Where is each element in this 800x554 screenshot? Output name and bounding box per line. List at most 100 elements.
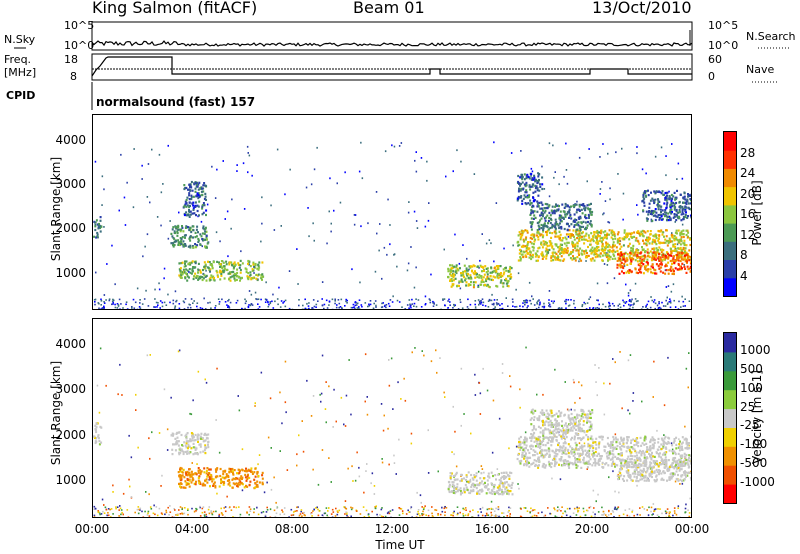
heatmap-cell — [637, 300, 639, 302]
heatmap-cell — [538, 304, 541, 306]
heatmap-cell — [194, 205, 197, 208]
heatmap-cell — [528, 451, 531, 454]
heatmap-cell — [541, 176, 544, 179]
heatmap-cell — [616, 259, 619, 262]
heatmap-cell — [256, 483, 259, 487]
heatmap-cell — [231, 264, 234, 267]
heatmap-cell — [298, 304, 300, 307]
heatmap-cell — [206, 203, 209, 206]
heatmap-cell — [589, 505, 592, 508]
heatmap-cell — [587, 220, 589, 224]
heatmap-cell — [536, 229, 539, 232]
heatmap-cell — [388, 463, 390, 466]
heatmap-cell — [359, 513, 362, 515]
heatmap-cell — [202, 277, 205, 280]
heatmap-cell — [563, 227, 566, 231]
heatmap-cell — [612, 511, 615, 513]
heatmap-cell — [468, 268, 470, 271]
heatmap-cell — [651, 197, 654, 200]
heatmap-cell — [300, 510, 302, 513]
heatmap-cell — [673, 204, 676, 207]
heatmap-cell — [567, 443, 570, 446]
heatmap-cell — [480, 465, 483, 467]
heatmap-cell — [606, 252, 608, 254]
heatmap-cell — [344, 513, 346, 515]
heatmap-cell — [220, 266, 223, 269]
heatmap-cell — [630, 249, 633, 252]
heatmap-cell — [667, 269, 670, 272]
heatmap-cell — [520, 253, 523, 256]
heatmap-cell — [630, 460, 633, 463]
heatmap-cell — [666, 201, 669, 204]
heatmap-cell — [453, 487, 455, 490]
heatmap-cell — [296, 453, 298, 456]
heatmap-cell — [504, 487, 507, 490]
heatmap-cell — [205, 230, 208, 233]
heatmap-cell — [587, 213, 590, 217]
heatmap-cell — [613, 508, 616, 510]
heatmap-cell — [435, 304, 438, 306]
heatmap-cell — [214, 197, 217, 199]
heatmap-cell — [547, 222, 549, 225]
heatmap-cell — [223, 481, 226, 484]
heatmap-cell — [673, 507, 676, 509]
heatmap-cell — [686, 265, 689, 268]
heatmap-cell — [628, 465, 631, 468]
heatmap-cell — [478, 276, 481, 279]
heatmap-cell — [498, 485, 501, 488]
heatmap-cell — [464, 270, 466, 273]
heatmap-cell — [333, 388, 335, 391]
heatmap-cell — [145, 491, 147, 493]
heatmap-cell — [499, 281, 502, 284]
heatmap-cell — [640, 251, 642, 254]
heatmap-cell — [204, 230, 207, 233]
heatmap-cell — [229, 276, 232, 279]
heatmap-cell — [680, 236, 683, 239]
heatmap-cell — [667, 252, 669, 255]
heatmap-cell — [324, 408, 327, 410]
heatmap-cell — [566, 247, 569, 250]
heatmap-cell — [181, 226, 184, 229]
heatmap-cell — [669, 300, 672, 302]
heatmap-cell — [191, 439, 194, 442]
heatmap-cell — [228, 298, 230, 301]
heatmap-cell — [264, 301, 267, 303]
heatmap-cell — [509, 507, 512, 509]
heatmap-cell — [502, 491, 505, 494]
heatmap-cell — [197, 262, 200, 265]
heatmap-cell — [191, 267, 194, 271]
heatmap-cell — [548, 216, 551, 220]
heatmap-cell — [653, 299, 656, 301]
heatmap-cell — [354, 479, 357, 482]
heatmap-cell — [501, 491, 504, 494]
heatmap-cell — [387, 511, 390, 513]
heatmap-cell — [672, 216, 675, 219]
heatmap-cell — [397, 381, 399, 384]
heatmap-cell — [508, 509, 510, 512]
heatmap-cell — [97, 302, 100, 304]
heatmap-cell — [653, 268, 656, 271]
heatmap-cell — [198, 482, 201, 485]
heatmap-cell — [103, 301, 105, 303]
heatmap-cell — [105, 299, 107, 301]
heatmap-cell — [551, 436, 554, 439]
heatmap-cell — [391, 301, 394, 303]
heatmap-cell — [267, 305, 270, 308]
heatmap-cell — [482, 276, 485, 279]
heatmap-cell — [616, 266, 619, 269]
heatmap-cell — [400, 508, 403, 510]
heatmap-cell — [173, 308, 176, 311]
heatmap-cell — [505, 269, 508, 272]
heatmap-cell — [677, 211, 680, 214]
heatmap-cell — [616, 239, 619, 243]
heatmap-cell — [186, 275, 189, 278]
heatmap-cell — [678, 240, 681, 243]
heatmap-cell — [193, 212, 196, 215]
heatmap-cell — [668, 198, 671, 201]
heatmap-cell — [525, 191, 528, 194]
heatmap-cell — [201, 213, 204, 216]
heatmap-cell — [451, 279, 454, 283]
heatmap-cell — [493, 299, 496, 301]
heatmap-cell — [227, 305, 230, 307]
heatmap-cell — [187, 226, 189, 229]
